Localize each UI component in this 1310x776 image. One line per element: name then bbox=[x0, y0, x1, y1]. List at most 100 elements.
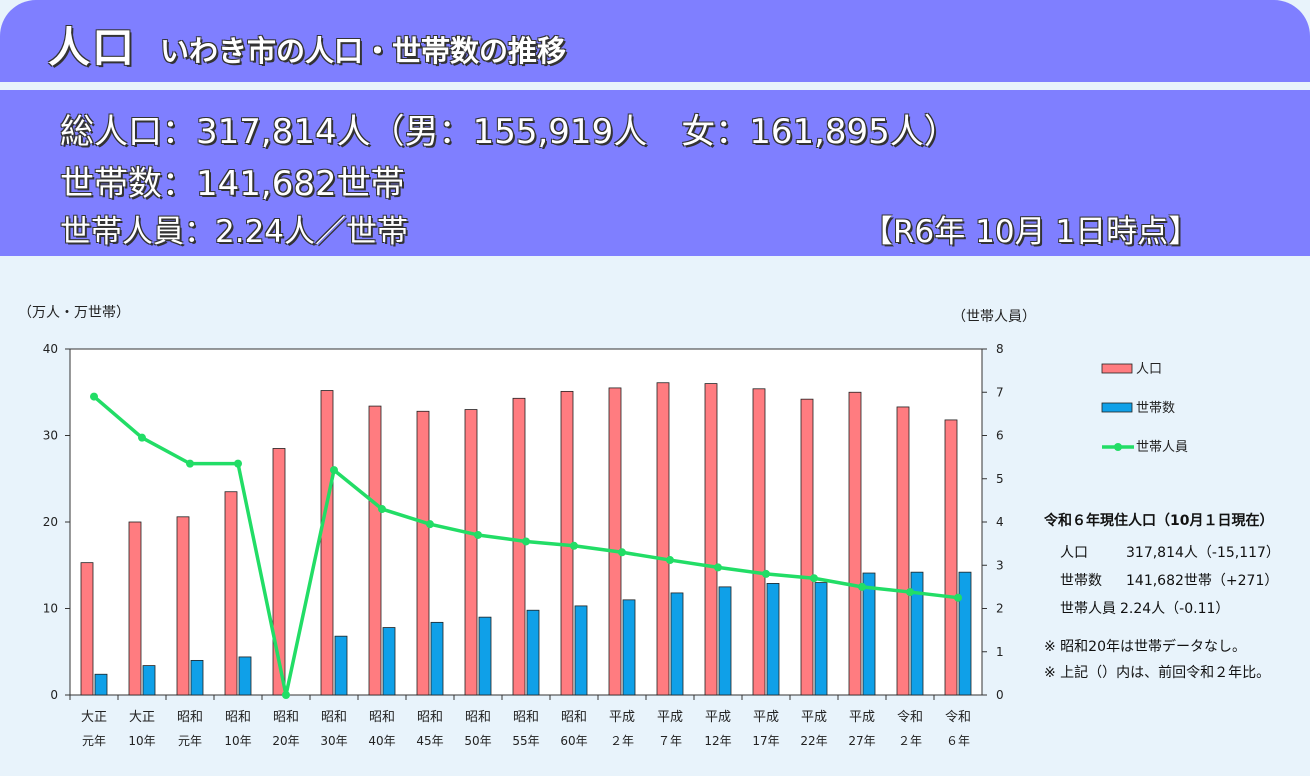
y-right-tick-label: 3 bbox=[996, 558, 1004, 572]
bar-population bbox=[512, 397, 526, 696]
x-tick-label: 昭和 bbox=[273, 710, 299, 725]
y-right-tick-label: 0 bbox=[996, 688, 1004, 702]
bar-population bbox=[128, 521, 142, 696]
y-right-tick-label: 5 bbox=[996, 472, 1004, 486]
bar-population bbox=[368, 405, 382, 696]
note-label: 世帯数 bbox=[1060, 573, 1102, 589]
x-tick-label: 大正 bbox=[81, 710, 107, 725]
x-tick-label: 平成 bbox=[849, 710, 875, 725]
x-tick-label: 30年 bbox=[320, 734, 347, 748]
x-tick-label: 元年 bbox=[82, 734, 106, 748]
point-household-size bbox=[234, 459, 242, 468]
point-household-size bbox=[522, 537, 530, 546]
point-household-size bbox=[666, 556, 674, 565]
bar-households bbox=[94, 673, 108, 696]
x-tick-label: 令和 bbox=[945, 710, 971, 725]
note-row-households: 世帯数 141,682世帯（+271） bbox=[1044, 567, 1280, 595]
x-tick-label: 昭和 bbox=[561, 710, 587, 725]
x-tick-label: ２年 bbox=[610, 734, 634, 748]
legend-swatch-population bbox=[1101, 363, 1133, 374]
note-row-population: 人口 317,814人（-15,117） bbox=[1044, 539, 1280, 567]
x-tick-label: 22年 bbox=[800, 734, 827, 748]
bar-households bbox=[814, 582, 828, 696]
bar-households bbox=[382, 627, 396, 696]
title-bar: 人口 いわき市の人口・世帯数の推移 bbox=[0, 0, 1310, 82]
as-of-date: 【R6年 10月 1日時点】 bbox=[862, 214, 1200, 250]
footnote-no-data: ※ 昭和20年は世帯データなし。 bbox=[1044, 639, 1246, 655]
bar-households bbox=[430, 621, 444, 696]
bar-population bbox=[704, 383, 718, 696]
point-household-size bbox=[282, 691, 290, 699]
x-tick-label: 昭和 bbox=[513, 710, 539, 725]
bar-population bbox=[848, 391, 862, 696]
y-right-tick-label: 8 bbox=[996, 342, 1004, 356]
x-tick-label: 平成 bbox=[753, 710, 779, 725]
bar-households bbox=[862, 572, 876, 696]
note-label: 世帯人員 bbox=[1060, 601, 1116, 617]
bar-households bbox=[766, 583, 780, 696]
bar-households bbox=[142, 665, 156, 696]
y-axis-right-title: （世帯人員） bbox=[952, 309, 1036, 325]
legend-marker-household-size bbox=[1114, 443, 1122, 451]
x-tick-label: 10年 bbox=[128, 734, 155, 748]
point-household-size bbox=[618, 548, 626, 557]
x-tick-label: 55年 bbox=[512, 734, 539, 748]
x-tick-label: 27年 bbox=[848, 734, 875, 748]
bar-population bbox=[176, 516, 190, 696]
y-left-tick-label: 10 bbox=[43, 602, 58, 616]
bar-households bbox=[958, 571, 972, 696]
point-household-size bbox=[426, 520, 434, 529]
x-tick-label: ２年 bbox=[898, 734, 922, 748]
y-left-tick-label: 0 bbox=[50, 688, 58, 702]
bar-households bbox=[238, 656, 252, 696]
bar-population bbox=[752, 388, 766, 696]
y-left-tick-label: 40 bbox=[43, 342, 58, 356]
chart-area: （万人・万世帯） （世帯人員） 0 10 20 30 40 0 1 2 3 4 5 6 7 8 大正 元年 大正… bbox=[0, 258, 1310, 776]
y-axis-left-title: （万人・万世帯） bbox=[18, 305, 130, 321]
note-label: 人口 bbox=[1060, 545, 1088, 561]
x-tick-label: 昭和 bbox=[321, 710, 347, 725]
bar-population bbox=[416, 410, 430, 696]
point-household-size bbox=[570, 541, 578, 550]
bar-households bbox=[478, 616, 492, 696]
bar-population bbox=[944, 419, 958, 696]
point-household-size bbox=[714, 563, 722, 572]
x-tick-label: ６年 bbox=[946, 734, 970, 748]
total-population-line: 総人口：317,814人（男：155,919人 女：161,895人） bbox=[60, 112, 958, 152]
x-tick-label: 昭和 bbox=[417, 710, 443, 725]
current-population-notes: 令和６年現住人口（10月１日現在） 人口 317,814人（-15,117） 世帯… bbox=[1044, 510, 1280, 623]
bar-households bbox=[526, 609, 540, 696]
bar-households bbox=[190, 659, 204, 696]
x-tick-label: 昭和 bbox=[177, 710, 203, 725]
bar-population bbox=[224, 491, 238, 696]
x-tick-label: 昭和 bbox=[465, 710, 491, 725]
x-tick-label: 元年 bbox=[178, 734, 202, 748]
point-household-size bbox=[810, 574, 818, 583]
bar-population bbox=[896, 406, 910, 696]
point-household-size bbox=[906, 588, 914, 597]
legend-swatch-households bbox=[1101, 402, 1133, 413]
bar-population bbox=[608, 387, 622, 696]
x-tick-label: 60年 bbox=[560, 734, 587, 748]
x-tick-label: 平成 bbox=[705, 710, 731, 725]
y-left-tick-label: 20 bbox=[43, 515, 58, 529]
point-household-size bbox=[954, 593, 962, 602]
note-value: 317,814人（-15,117） bbox=[1126, 545, 1280, 561]
point-household-size bbox=[762, 569, 770, 578]
point-household-size bbox=[90, 392, 98, 401]
note-value: 2.24人（-0.11） bbox=[1120, 601, 1230, 617]
x-tick-label: 平成 bbox=[801, 710, 827, 725]
page-subtitle: いわき市の人口・世帯数の推移 bbox=[160, 34, 567, 68]
x-tick-label: 平成 bbox=[657, 710, 683, 725]
note-row-household-size: 世帯人員 2.24人（-0.11） bbox=[1044, 595, 1280, 623]
bar-population bbox=[272, 448, 286, 696]
x-tick-label: 大正 bbox=[129, 710, 155, 725]
y-right-tick-label: 1 bbox=[996, 645, 1004, 659]
legend-label-population: 人口 bbox=[1136, 362, 1162, 377]
x-tick-label: 昭和 bbox=[225, 710, 251, 725]
bar-households bbox=[334, 635, 348, 696]
legend-label-household-size: 世帯人員 bbox=[1136, 440, 1188, 455]
page-title: 人口 bbox=[48, 23, 137, 72]
bar-population bbox=[320, 390, 334, 696]
